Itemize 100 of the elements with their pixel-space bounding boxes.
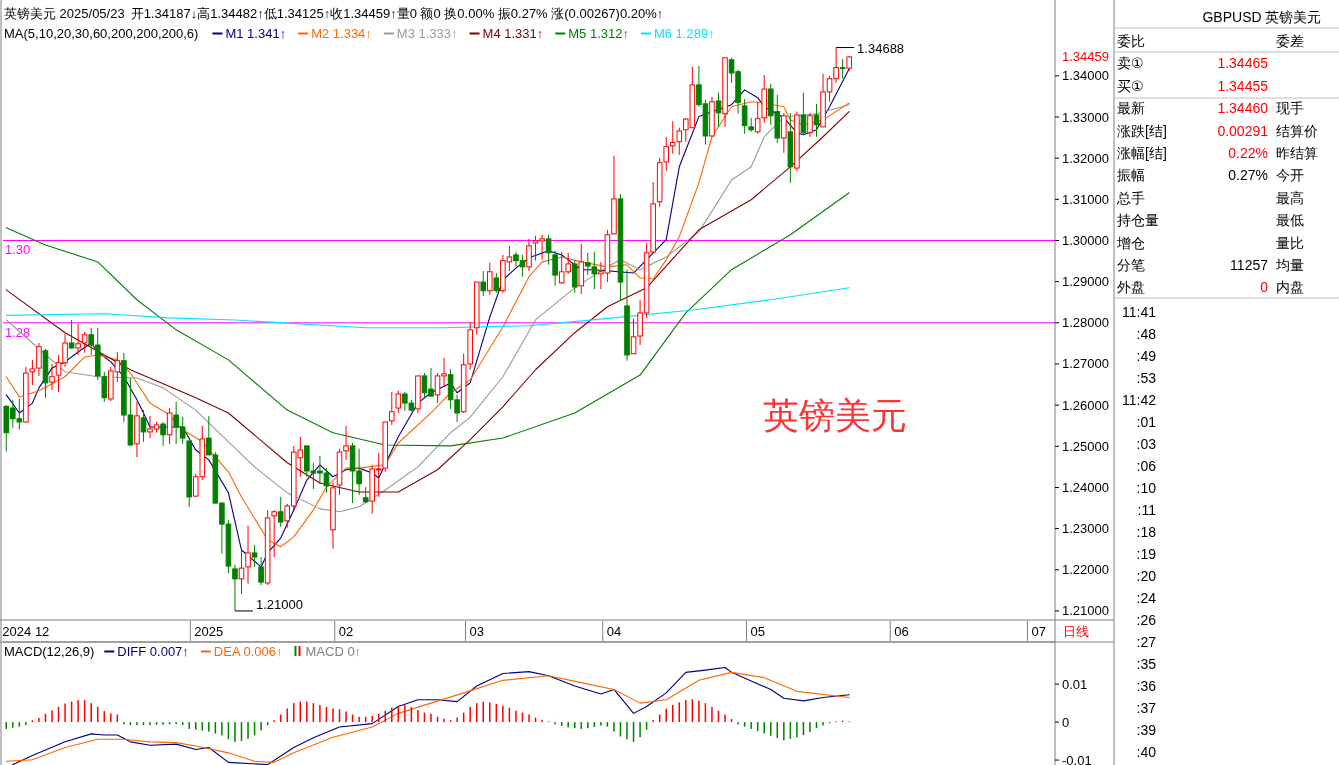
- y-tick-label: 0: [1062, 714, 1070, 730]
- legend-label: DIFF 0.007↑: [117, 644, 189, 659]
- text: :49: [1136, 348, 1157, 364]
- candlestick: [277, 496, 284, 528]
- candlestick: [571, 259, 578, 294]
- y-tick-label: 1.28000: [1062, 315, 1109, 331]
- text: 1.34455: [1217, 77, 1269, 94]
- text: :03: [1136, 436, 1157, 452]
- candlestick: [160, 421, 166, 447]
- text: 11:41: [1122, 304, 1157, 320]
- text: 1.34459: [1062, 49, 1109, 65]
- text: GBPUSD 英镑美元: [1202, 9, 1322, 25]
- x-tick-label: 07: [1031, 624, 1046, 639]
- text: 1.34460: [1217, 100, 1269, 117]
- candlestick: [258, 556, 264, 586]
- text: 持仓量: [1117, 212, 1159, 229]
- text: 0: [1260, 279, 1269, 296]
- candlestick: [781, 112, 787, 154]
- text: :48: [1136, 326, 1157, 342]
- text: 总手: [1116, 189, 1145, 206]
- x-tick-label: 05: [750, 624, 765, 639]
- text: 外盘: [1117, 279, 1145, 296]
- text: 增仓: [1116, 234, 1145, 251]
- text: :35: [1136, 656, 1157, 672]
- text: 均量: [1275, 257, 1304, 273]
- text: 现手: [1276, 100, 1304, 117]
- chart-subtitle: 开1.34187↓高1.34482↑低1.34125↑收1.34459↑量0 额0 换0.00% 振0.27% 涨(0.00267)0.20%↑: [130, 6, 664, 21]
- y-tick-label: 1.32000: [1062, 150, 1109, 166]
- chart-title: 英镑美元 2025/05/23: [4, 6, 125, 21]
- text: :01: [1136, 414, 1157, 430]
- legend-label: M6 1.289↑: [653, 26, 715, 41]
- text: 今开: [1276, 167, 1304, 184]
- chart-title: MACD(12,26,9): [4, 644, 95, 659]
- text: :37: [1136, 700, 1157, 716]
- ref-line-label: 1.28: [5, 324, 31, 340]
- text: :36: [1136, 678, 1157, 694]
- y-tick-label: 1.29000: [1062, 274, 1109, 290]
- candlestick: [232, 564, 238, 612]
- y-tick-label: 1.25000: [1062, 438, 1109, 454]
- candlestick: [800, 92, 807, 136]
- candlestick: [343, 425, 349, 461]
- candlestick: [552, 250, 558, 287]
- candlestick: [578, 243, 585, 295]
- candlestick: [395, 390, 402, 414]
- text: 0.27%: [1228, 167, 1268, 184]
- text: 0.00291: [1217, 122, 1269, 139]
- y-tick-label: 1.23000: [1062, 521, 1109, 537]
- legend-label: DEA 0.006↑: [213, 644, 283, 659]
- x-tick-label: 2025: [194, 624, 224, 639]
- candlestick: [493, 272, 500, 294]
- text: :20: [1136, 568, 1157, 584]
- candlestick: [49, 363, 55, 391]
- text: 最高: [1276, 189, 1304, 206]
- candlestick: [813, 103, 820, 138]
- text: 内盘: [1276, 279, 1304, 296]
- text: :24: [1136, 590, 1157, 606]
- text: 最低: [1276, 212, 1304, 229]
- text: 分笔: [1117, 257, 1145, 273]
- candlestick: [669, 120, 676, 155]
- text: :40: [1136, 744, 1157, 760]
- text: 昨结算: [1276, 145, 1318, 161]
- candlestick: [389, 391, 395, 426]
- candlestick: [271, 509, 277, 558]
- x-tick-label: 06: [894, 624, 909, 639]
- legend-label: M3 1.333↑: [396, 26, 458, 41]
- candlestick: [807, 112, 813, 138]
- y-tick-label: 0.01: [1062, 676, 1088, 692]
- annotation: 英镑美元: [763, 395, 907, 436]
- text: :26: [1136, 612, 1157, 628]
- candlestick: [545, 234, 552, 266]
- legend-title: MA(5,10,20,30,60,200,200,200,6): [4, 26, 199, 41]
- text: :11: [1137, 502, 1157, 518]
- text: 11:42: [1122, 392, 1157, 408]
- annotation: 1.21000: [255, 596, 303, 612]
- text: 1.34465: [1217, 55, 1269, 72]
- text: 委比: [1117, 33, 1145, 49]
- y-tick-label: 1.21000: [1062, 603, 1109, 619]
- text: 最新: [1117, 100, 1145, 117]
- text: :10: [1136, 480, 1157, 496]
- y-tick-label: 1.31000: [1062, 191, 1109, 207]
- x-tick-label: 03: [469, 624, 484, 639]
- candlestick: [526, 238, 532, 272]
- legend-label: M1 1.341↑: [225, 26, 287, 41]
- text: 量比: [1276, 234, 1304, 251]
- text: 委差: [1276, 33, 1304, 49]
- text: 卖①: [1117, 55, 1144, 72]
- text: :19: [1136, 546, 1157, 562]
- text: :06: [1136, 458, 1157, 474]
- text: :18: [1136, 524, 1157, 540]
- text: :27: [1136, 634, 1157, 650]
- x-tick-label: 2024 12: [2, 624, 50, 639]
- text: :53: [1136, 370, 1157, 386]
- candlestick: [676, 127, 683, 156]
- candlestick: [68, 319, 75, 350]
- candlestick: [741, 98, 748, 135]
- y-tick-label: 1.30000: [1062, 233, 1109, 248]
- candlestick: [251, 544, 258, 568]
- text: 振幅: [1117, 167, 1145, 184]
- y-tick-label: 1.34000: [1062, 68, 1109, 84]
- text: 涨幅[结]: [1117, 145, 1167, 161]
